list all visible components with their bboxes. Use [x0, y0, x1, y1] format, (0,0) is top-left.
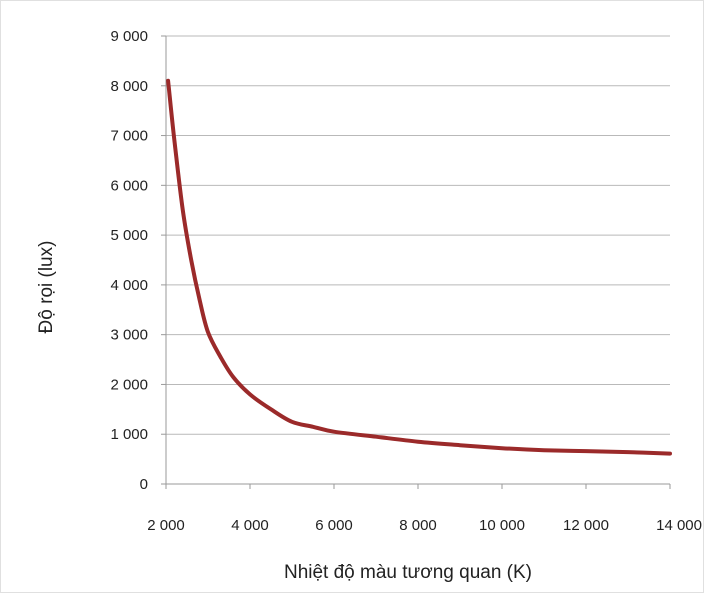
x-tick-label: 4 000: [231, 517, 269, 534]
y-tick-label: 2 000: [110, 376, 148, 393]
y-tick-label: 8 000: [110, 78, 148, 95]
x-tick-label: 12 000: [563, 517, 609, 534]
x-tick-label: 10 000: [479, 517, 525, 534]
x-tick-labels: 2 000 4 000 6 000 8 000 10 000 12 000 14 000: [147, 517, 702, 534]
series-line: [166, 78, 672, 456]
axes: [161, 35, 671, 489]
y-tick-label: 6 000: [110, 177, 148, 194]
y-tick-label: 0: [140, 476, 148, 493]
x-tick-label: 8 000: [399, 517, 437, 534]
grid-lines: [166, 35, 670, 435]
y-tick-label: 7 000: [110, 128, 148, 145]
x-tick-label: 6 000: [315, 517, 353, 534]
y-tick-label: 3 000: [110, 327, 148, 344]
series-layer: [166, 78, 672, 456]
y-tick-labels: 0 1 000 2 000 3 000 4 000 5 000 6 000 7 000 8 00…: [110, 28, 148, 493]
x-tick-label: 14 000: [656, 517, 702, 534]
y-tick-label: 1 000: [110, 426, 148, 443]
y-axis-title: Độ rọi (lux): [36, 241, 57, 334]
x-tick-label: 2 000: [147, 517, 185, 534]
y-tick-label: 9 000: [110, 28, 148, 45]
y-tick-label: 5 000: [110, 227, 148, 244]
x-axis-title: Nhiệt độ màu tương quan (K): [284, 562, 532, 583]
y-tick-label: 4 000: [110, 277, 148, 294]
